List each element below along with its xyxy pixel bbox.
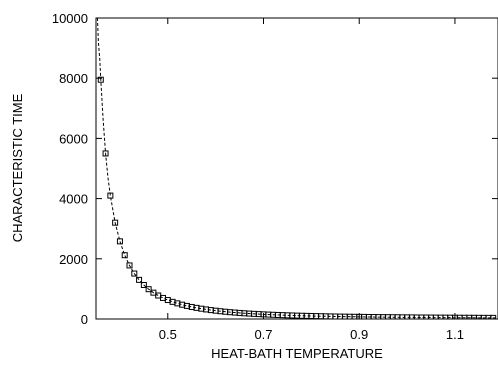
y-tick-label: 8000 [59,71,88,86]
x-tick-label: 0.7 [254,327,272,342]
data-point [490,314,497,319]
x-tick-label: 0.5 [159,327,177,342]
data-point [140,281,147,288]
series-layer [96,18,498,319]
x-axis-ticks: 0.5 0.7 0.9 1.1 [159,18,464,342]
data-point [112,219,119,226]
y-tick-label: 10000 [52,11,88,26]
data-point [97,76,104,83]
x-tick-label: 1.1 [446,327,464,342]
y-axis-ticks: 0 2000 4000 6000 8000 10000 [52,11,498,327]
data-point [155,292,162,299]
fit-curve-line [96,18,498,319]
data-point [164,297,171,304]
plot-frame [95,17,498,320]
data-point [145,286,152,293]
y-tick-label: 0 [81,312,88,327]
data-point [131,270,138,277]
x-axis-title: HEAT-BATH TEMPERATURE [211,346,383,361]
data-point [126,262,133,269]
data-point [160,294,166,301]
y-tick-label: 6000 [59,131,88,146]
data-point [116,238,123,245]
y-tick-label: 4000 [59,192,88,207]
data-point [102,150,109,157]
x-tick-label: 0.9 [350,327,368,342]
data-point [121,252,128,259]
data-point [136,276,143,283]
y-axis-title: CHARACTERISTIC TIME [10,93,25,242]
y-tick-label: 2000 [59,252,88,267]
